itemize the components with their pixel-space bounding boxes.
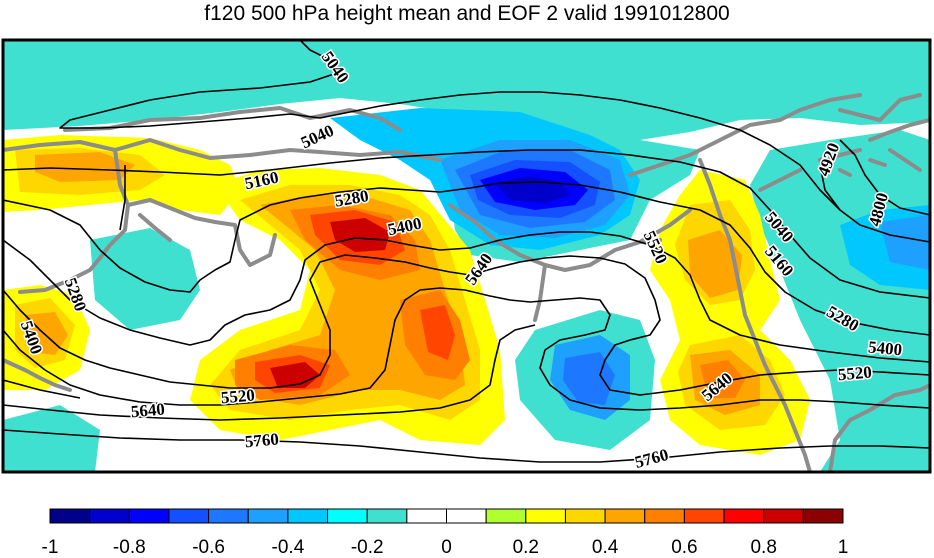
colorbar-swatch [208,508,249,524]
colorbar-swatch [287,508,329,524]
positive-anomaly-shading [3,135,810,455]
colorbar-tick-label: -0.6 [192,537,225,558]
colorbar-swatch [168,508,210,524]
colorbar-swatch [446,508,487,524]
contour-label: 5760 [244,429,280,451]
colorbar-swatch [525,508,566,524]
colorbar-tick-label: 0 [441,537,452,558]
colorbar-tick-label: -0.2 [351,537,384,558]
colorbar-swatch [644,508,685,524]
colorbar-swatch [247,508,289,524]
colorbar-swatch [564,508,606,524]
height-contours [3,40,930,463]
contour-label: 5520 [837,362,873,384]
map-title: f120 500 hPa height mean and EOF 2 valid… [204,2,730,25]
colorbar-swatch [89,508,130,524]
contour-label: 5400 [867,337,903,359]
colorbar-tick-label: 0.6 [671,537,697,558]
colorbar-swatch [802,508,844,524]
colorbar-swatch [406,508,448,524]
coastlines [3,93,930,472]
colorbar-tick-label: 0.2 [513,537,539,558]
colorbar-tick-label: -1 [42,537,59,558]
colorbar-swatch [604,508,646,524]
colorbar-swatch [128,508,170,524]
colorbar-swatch [327,508,368,524]
colorbar-swatch [49,508,91,524]
colorbar-tick-label: 1 [838,537,849,558]
contour-label: 5640 [130,399,166,421]
colorbar-swatch [683,508,725,524]
colorbar-tick-label: 0.4 [592,537,619,558]
colorbar-swatch [485,508,527,524]
colorbar-tick-label: -0.8 [113,537,146,558]
map-panel [3,40,930,472]
colorbar-tick-label: -0.4 [272,537,305,558]
colorbar-swatch [723,508,765,524]
negative-anomaly-shading [3,40,930,472]
colorbar-swatch [763,508,804,524]
colorbar-tick-label: 0.8 [750,537,776,558]
colorbar-tick-labels: -1 -0.8 -0.6 -0.4 -0.2 0 0.2 0.4 0.6 0.8 1 [42,537,849,558]
colorbar-swatch [366,508,408,524]
map-frame [1,38,932,474]
contour-label: 5520 [220,385,256,407]
colorbar [49,508,844,524]
